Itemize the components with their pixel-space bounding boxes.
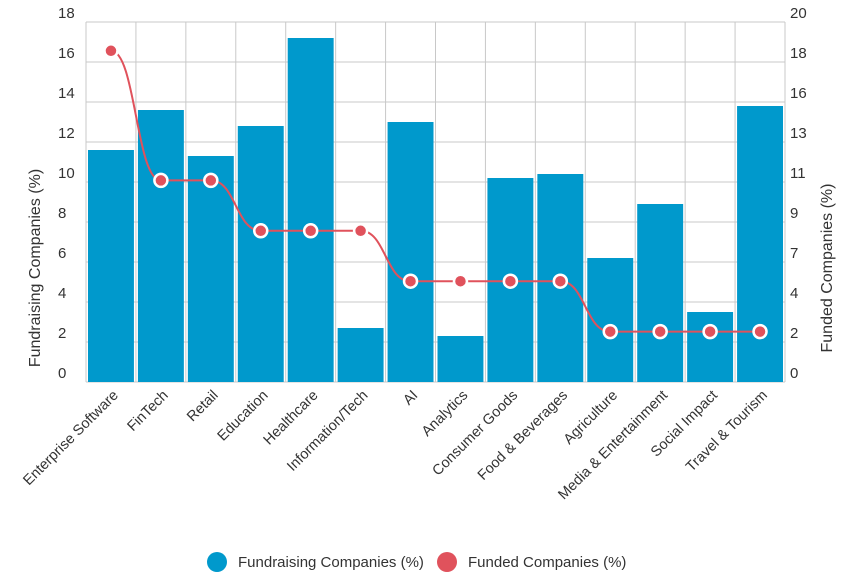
bar xyxy=(687,312,734,382)
left-tick-label: 10 xyxy=(58,165,75,182)
right-tick-label: 9 xyxy=(790,205,798,222)
bar xyxy=(587,258,634,382)
right-tick-label: 4 xyxy=(790,285,798,302)
funded-point xyxy=(203,172,219,189)
legend: Fundraising Companies (%) Funded Compani… xyxy=(207,552,626,572)
funded-point xyxy=(652,323,668,340)
right-tick-label: 11 xyxy=(790,165,806,182)
category-label: Consumer Goods xyxy=(430,388,522,480)
bar xyxy=(287,38,334,382)
right-axis-ticks: 0 2 4 7 9 11 13 16 18 20 xyxy=(790,5,807,382)
left-tick-label: 12 xyxy=(58,125,75,142)
bar xyxy=(337,328,384,382)
funded-point xyxy=(452,273,469,289)
right-tick-label: 2 xyxy=(790,325,798,342)
bar xyxy=(187,156,234,382)
bar xyxy=(237,126,284,382)
left-tick-label: 16 xyxy=(58,45,75,62)
category-label: Food & Beverages xyxy=(475,388,571,484)
left-tick-label: 14 xyxy=(58,85,75,102)
funded-point xyxy=(552,273,569,289)
left-tick-label: 8 xyxy=(58,205,66,222)
funded-point xyxy=(253,223,269,239)
bar xyxy=(137,110,184,382)
left-tick-label: 2 xyxy=(58,325,66,342)
category-label: Enterprise Software xyxy=(20,388,121,489)
funded-point xyxy=(752,323,768,340)
funded-point xyxy=(702,323,718,340)
category-label: AI xyxy=(400,388,421,409)
bar xyxy=(437,336,484,382)
funded-point xyxy=(352,223,369,239)
bar xyxy=(88,150,134,382)
bar xyxy=(387,122,434,382)
left-axis-title: Fundraising Companies (%) xyxy=(27,169,44,367)
legend-swatch-fundraising xyxy=(207,552,227,572)
left-tick-label: 4 xyxy=(58,285,66,302)
right-tick-label: 18 xyxy=(790,45,807,62)
category-label: FinTech xyxy=(124,388,171,435)
right-tick-label: 0 xyxy=(790,365,798,382)
bar xyxy=(637,204,684,382)
funded-point xyxy=(302,223,319,239)
right-tick-label: 16 xyxy=(790,85,807,102)
funded-point xyxy=(402,273,419,289)
funded-point xyxy=(153,172,169,189)
right-axis-title: Funded Companies (%) xyxy=(819,184,836,353)
funded-line xyxy=(103,43,768,340)
funded-point xyxy=(502,273,519,289)
legend-swatch-funded xyxy=(437,552,457,572)
right-tick-label: 7 xyxy=(790,245,798,262)
legend-label-fundraising: Fundraising Companies (%) xyxy=(238,554,424,571)
right-tick-label: 13 xyxy=(790,125,807,142)
legend-label-funded: Funded Companies (%) xyxy=(468,554,626,571)
category-label: Retail xyxy=(184,388,222,426)
left-tick-label: 18 xyxy=(58,5,75,22)
category-label: Analytics xyxy=(419,388,471,440)
funded-point xyxy=(103,43,119,59)
left-tick-label: 6 xyxy=(58,245,66,262)
funded-point xyxy=(602,323,618,340)
left-tick-label: 0 xyxy=(58,365,66,382)
bar xyxy=(737,106,783,382)
category-labels: Enterprise Software FinTech RetailEducatio… xyxy=(20,388,770,504)
left-axis-ticks: 0 2 4 6 8 10 12 14 16 18 xyxy=(58,5,75,382)
right-tick-label: 20 xyxy=(790,5,807,22)
